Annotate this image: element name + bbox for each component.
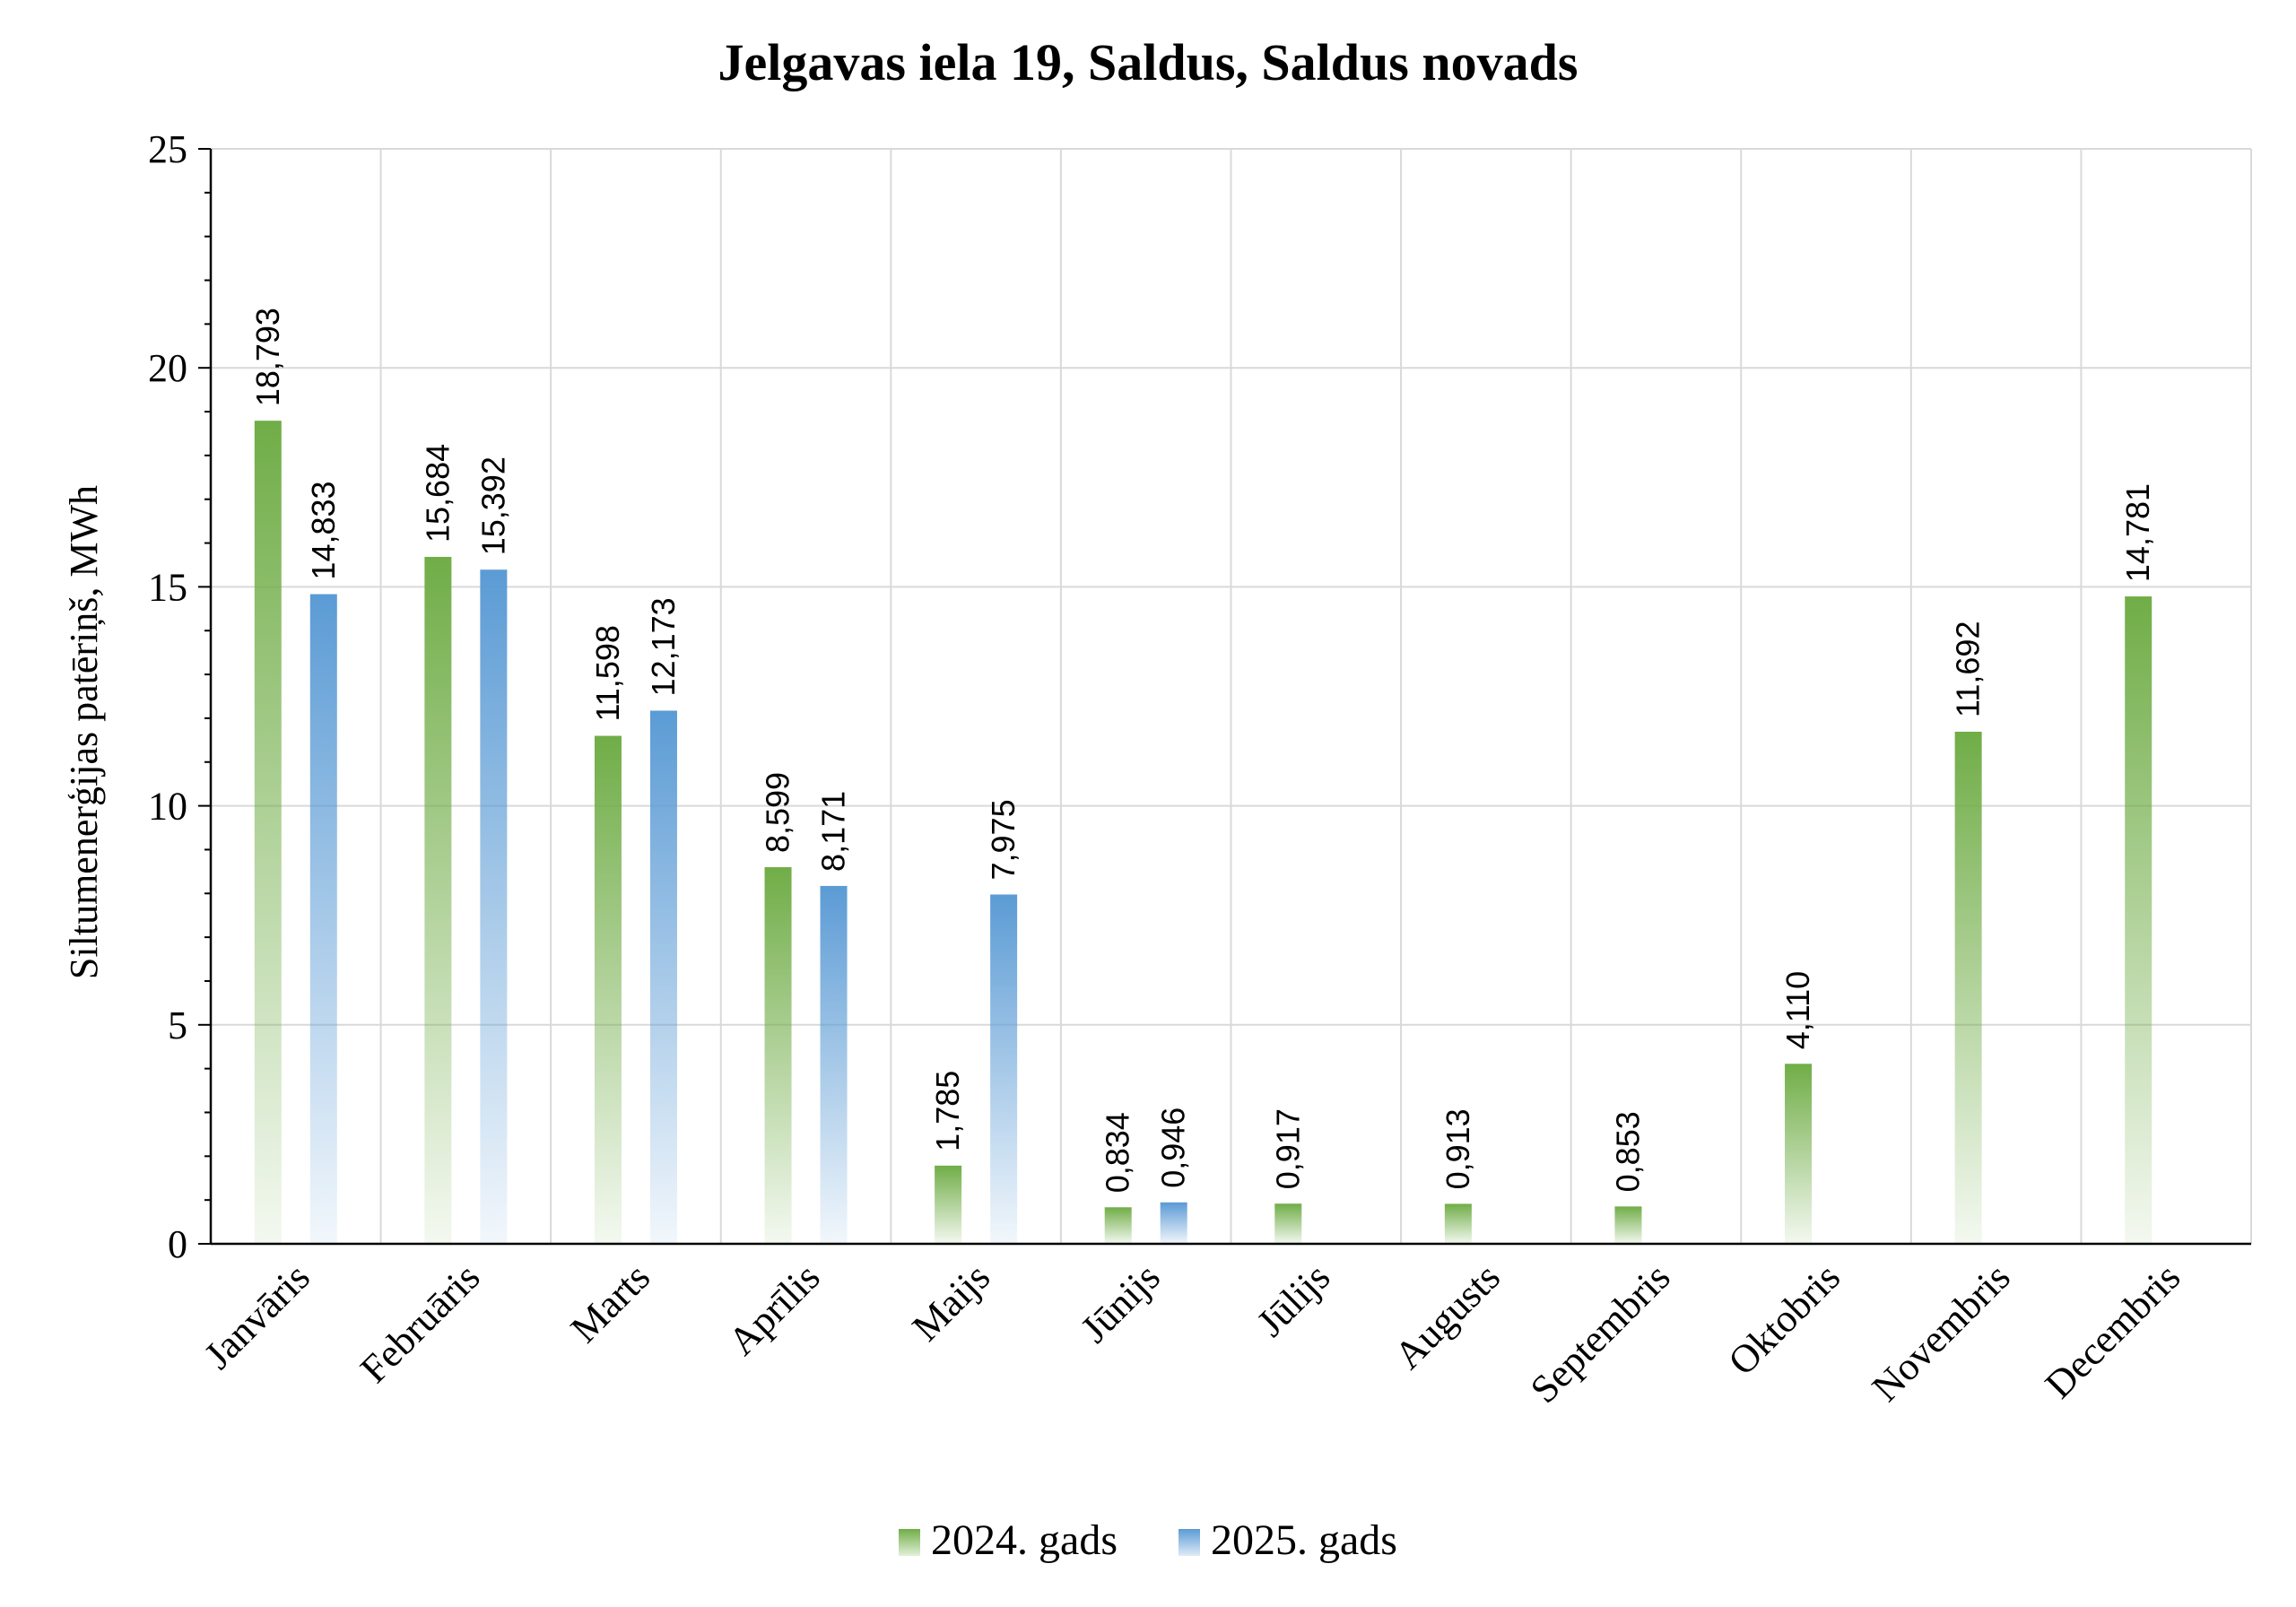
value-label-0-9: 4,110 xyxy=(1779,971,1816,1049)
bar-0-6 xyxy=(1274,1203,1302,1244)
legend-swatch-2024 xyxy=(899,1529,921,1556)
bar-1-5 xyxy=(1160,1202,1187,1244)
bar-0-11 xyxy=(2125,596,2152,1244)
y-tick-label: 5 xyxy=(168,1003,187,1047)
value-label-0-1: 15,684 xyxy=(419,444,456,543)
value-label-0-5: 0,834 xyxy=(1100,1112,1136,1193)
category-label-5: Jūnijs xyxy=(1073,1255,1169,1351)
chart-title: Jelgavas iela 19, Saldus, Saldus novads xyxy=(718,33,1578,91)
y-tick-label: 0 xyxy=(168,1222,187,1266)
bar-0-9 xyxy=(1785,1064,1813,1244)
bar-1-1 xyxy=(480,569,508,1244)
category-label-8: Septembris xyxy=(1522,1255,1679,1412)
value-label-0-10: 11,692 xyxy=(1950,621,1987,717)
legend-label-2024: 2024. gads xyxy=(931,1516,1118,1564)
category-label-6: Jūlijs xyxy=(1248,1255,1338,1344)
bar-0-2 xyxy=(594,735,622,1244)
value-label-0-0: 18,793 xyxy=(249,308,286,406)
y-tick-label: 20 xyxy=(148,346,187,390)
category-label-0: Janvāris xyxy=(196,1255,318,1377)
category-label-2: Marts xyxy=(562,1255,658,1351)
bar-0-3 xyxy=(764,867,792,1244)
value-label-1-2: 12,173 xyxy=(645,597,682,696)
bar-1-4 xyxy=(990,894,1018,1244)
category-label-7: Augusts xyxy=(1386,1255,1509,1377)
value-label-0-4: 1,785 xyxy=(929,1071,966,1151)
legend-item-2024[interactable]: 2024. gads xyxy=(899,1516,1118,1565)
bars xyxy=(254,421,2152,1244)
y-tick-label: 25 xyxy=(148,127,187,171)
bar-0-4 xyxy=(935,1165,962,1244)
bar-0-8 xyxy=(1614,1206,1642,1244)
category-label-11: Decembris xyxy=(2037,1255,2188,1406)
bar-1-3 xyxy=(820,885,848,1244)
category-label-1: Februāris xyxy=(352,1255,488,1391)
bar-1-0 xyxy=(309,594,337,1244)
bar-0-5 xyxy=(1104,1207,1132,1244)
bar-0-7 xyxy=(1444,1203,1472,1244)
value-label-0-3: 8,599 xyxy=(760,772,796,853)
value-label-0-6: 0,917 xyxy=(1269,1108,1306,1189)
legend: 2024. gads 2025. gads xyxy=(0,1516,2296,1565)
value-label-1-3: 8,171 xyxy=(815,791,852,872)
y-tick-label: 15 xyxy=(148,565,187,609)
value-label-1-4: 7,975 xyxy=(985,799,1022,880)
bar-0-10 xyxy=(1954,731,1982,1244)
legend-item-2025[interactable]: 2025. gads xyxy=(1178,1516,1397,1565)
bar-0-0 xyxy=(254,421,282,1244)
axes xyxy=(198,148,2251,1246)
y-tick-label: 10 xyxy=(148,785,187,829)
y-axis-title: Siltumenerģijas patēriņš, MWh xyxy=(62,485,106,979)
value-label-0-7: 0,913 xyxy=(1439,1108,1476,1189)
legend-label-2025: 2025. gads xyxy=(1211,1516,1397,1564)
value-label-1-1: 15,392 xyxy=(474,456,511,555)
value-label-0-2: 11,598 xyxy=(589,625,626,721)
category-label-3: Aprīlis xyxy=(720,1255,829,1363)
value-label-1-5: 0,946 xyxy=(1155,1108,1192,1188)
value-label-1-0: 14,833 xyxy=(305,481,342,579)
bar-1-2 xyxy=(649,710,677,1244)
category-label-9: Oktobris xyxy=(1720,1255,1849,1384)
bar-0-1 xyxy=(424,556,452,1244)
value-label-0-8: 0,853 xyxy=(1609,1111,1646,1192)
grid-lines xyxy=(211,148,2252,1244)
legend-swatch-2025 xyxy=(1178,1529,1200,1556)
category-label-10: Novembris xyxy=(1864,1255,2019,1410)
category-label-4: Maijs xyxy=(904,1255,999,1350)
value-label-0-11: 14,781 xyxy=(2119,483,2156,582)
